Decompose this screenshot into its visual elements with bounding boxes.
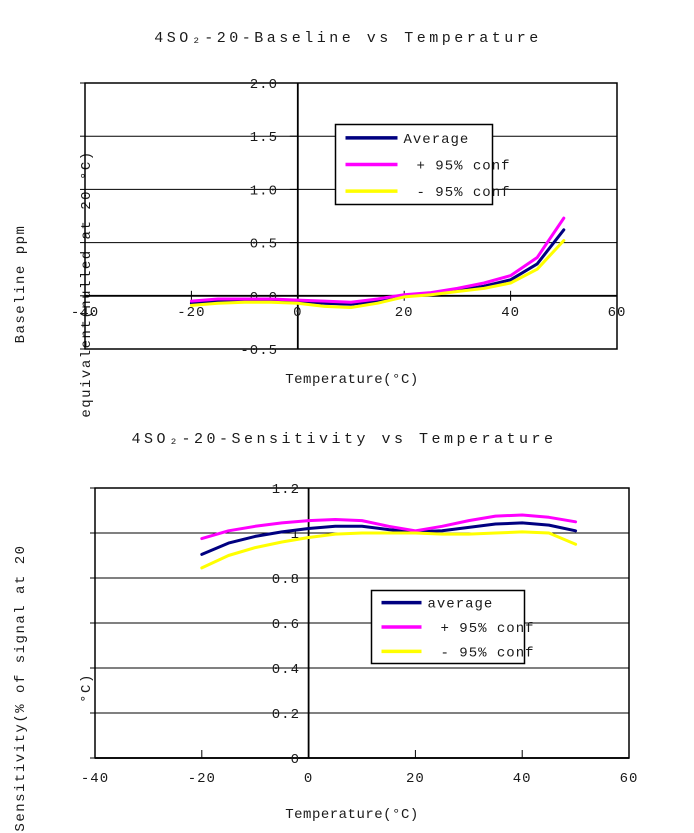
baseline-x-tick-label: 0: [293, 305, 302, 321]
baseline-y-tick-label: -0.5: [240, 343, 278, 359]
sensitivity-y-tick-label: 0.8: [272, 572, 300, 588]
sensitivity-legend-label-2: - 95% conf: [441, 645, 535, 661]
sensitivity-y-tick-label: 0.2: [272, 707, 300, 723]
sensitivity-x-tick-label: 60: [620, 771, 639, 787]
sensitivity-y-tick-label: 1.2: [272, 482, 300, 498]
baseline-x-tick-label: 60: [608, 305, 627, 321]
baseline-y-tick-label: 2.0: [250, 77, 278, 93]
baseline-legend-label-2: - 95% conf: [417, 185, 511, 201]
sensitivity-x-tick-label: 0: [304, 771, 313, 787]
sensitivity-chart-title: 4SO₂-20-Sensitivity vs Temperature: [131, 431, 557, 448]
sensitivity-x-tick-label: -40: [81, 771, 109, 787]
baseline-y-tick-label: 1.5: [250, 130, 278, 146]
sensitivity-y-tick-label: 0: [291, 752, 300, 768]
baseline-legend-label-1: + 95% conf: [417, 159, 511, 175]
sensitivity-series-95-conf-line: [200, 530, 578, 570]
sensitivity-legend-label-0: average: [428, 597, 494, 613]
sensitivity-series-average-line: [200, 521, 578, 556]
baseline-chart-title: 4SO₂-20-Baseline vs Temperature: [154, 30, 542, 47]
baseline-x-tick-label: 40: [501, 305, 520, 321]
baseline-series-95-conf-line: [189, 239, 566, 309]
baseline-plot: 2.01.51.00.50.0-0.5-40 -20 0 20 40 60Average+…: [71, 77, 627, 359]
sensitivity-x-axis-title: Temperature(°C): [285, 807, 419, 823]
sensitivity-x-tick-label: 20: [406, 771, 425, 787]
baseline-y-tick-label: 0.5: [250, 237, 278, 253]
baseline-x-axis-title: Temperature(°C): [285, 372, 419, 388]
baseline-x-tick-label: -20: [177, 305, 205, 321]
sensitivity-x-tick-label: 40: [513, 771, 532, 787]
baseline-series-Average-line: [189, 228, 566, 306]
sensitivity-plot: 1.2 1 0.8 0.6 0.4 0.2 0 -40 -20 0 20 40 60 average + 9…: [81, 482, 639, 787]
sensitivity-y-tick-label: 1: [291, 527, 300, 543]
sensitivity-series-95-conf-line: [200, 513, 578, 541]
baseline-y-tick-label: 1.0: [250, 183, 278, 199]
sensitivity-y-tick-label: 0.4: [272, 662, 300, 678]
baseline-series-95-conf-line: [189, 216, 566, 304]
baseline-legend-label-0: Average: [404, 132, 470, 148]
baseline-plot-border: [84, 82, 618, 350]
sensitivity-y-tick-label: 0.6: [272, 617, 300, 633]
sensitivity-legend-label-1: + 95% conf: [441, 621, 535, 637]
baseline-x-tick-label: -40: [71, 305, 99, 321]
baseline-x-tick-label: 20: [395, 305, 414, 321]
sensitivity-x-tick-label: -20: [188, 771, 216, 787]
